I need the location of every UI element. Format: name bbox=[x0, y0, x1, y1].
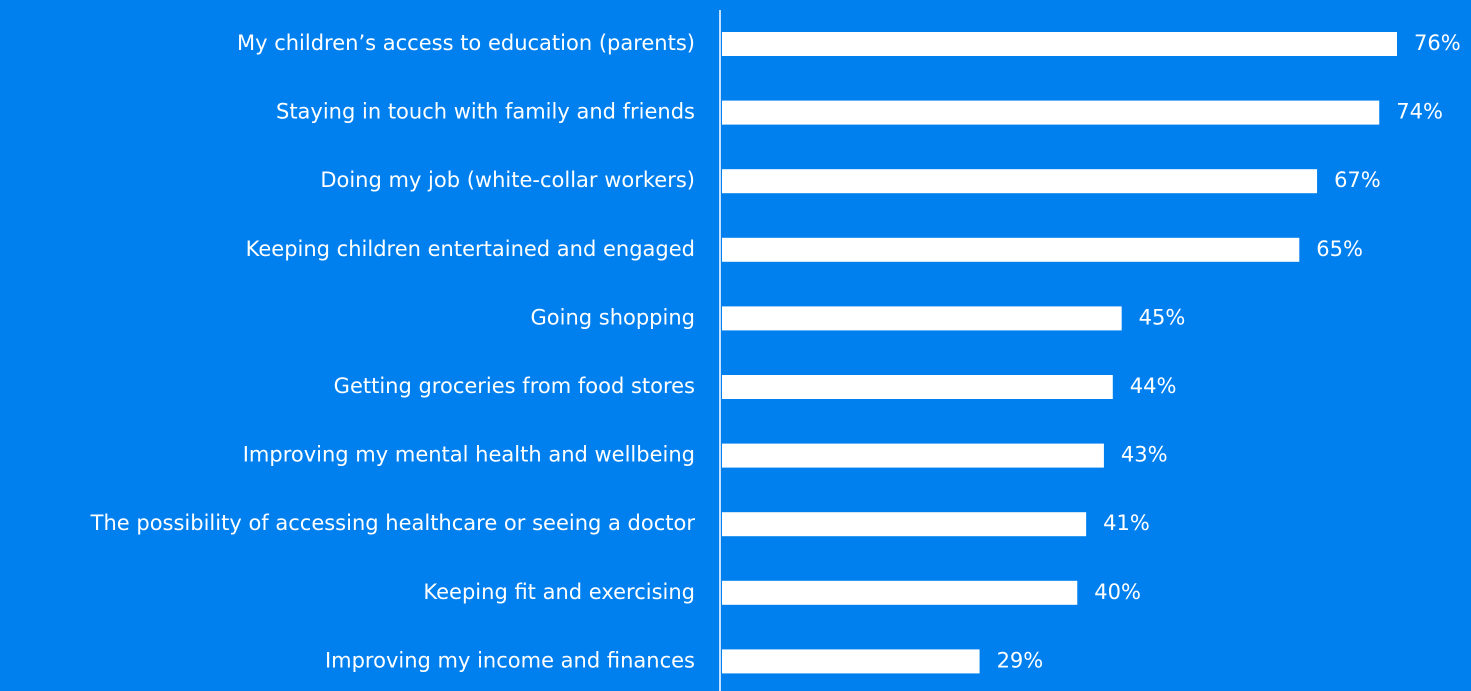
category-label: My children’s access to education (paren… bbox=[237, 31, 695, 55]
category-label: Going shopping bbox=[530, 305, 695, 329]
category-label: Improving my income and finances bbox=[325, 648, 695, 672]
bar bbox=[722, 580, 1078, 605]
value-label: 44% bbox=[1130, 374, 1177, 398]
category-label: Improving my mental health and wellbeing bbox=[243, 443, 695, 467]
value-label: 76% bbox=[1414, 31, 1461, 55]
bar bbox=[722, 100, 1380, 125]
bar bbox=[722, 649, 980, 674]
category-label: Doing my job (white-collar workers) bbox=[320, 168, 695, 192]
value-label: 74% bbox=[1396, 100, 1443, 124]
value-label: 29% bbox=[997, 648, 1044, 672]
bar bbox=[722, 169, 1318, 194]
value-label: 41% bbox=[1103, 511, 1150, 535]
value-label: 65% bbox=[1316, 237, 1363, 261]
category-label: Keeping children entertained and engaged bbox=[246, 237, 695, 261]
category-label: The possibility of accessing healthcare … bbox=[90, 511, 696, 535]
bar bbox=[722, 512, 1087, 537]
bar bbox=[722, 306, 1122, 331]
value-label: 40% bbox=[1094, 580, 1141, 604]
bar bbox=[722, 443, 1104, 468]
category-label: Keeping fit and exercising bbox=[423, 580, 695, 604]
bar bbox=[722, 375, 1113, 399]
category-label: Getting groceries from food stores bbox=[334, 374, 695, 398]
value-label: 67% bbox=[1334, 168, 1381, 192]
value-label: 43% bbox=[1121, 443, 1168, 467]
value-label: 45% bbox=[1139, 305, 1186, 329]
category-label: Staying in touch with family and friends bbox=[276, 100, 695, 124]
bar bbox=[722, 237, 1300, 262]
bar bbox=[722, 32, 1397, 56]
